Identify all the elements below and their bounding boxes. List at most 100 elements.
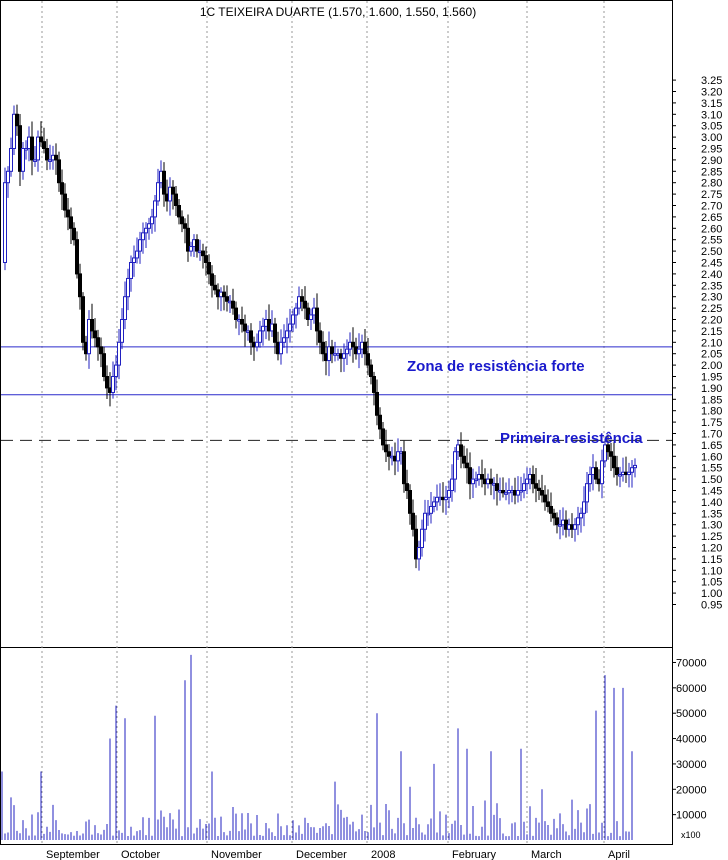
price-tick-label: 1.40 [701,497,722,509]
candle-body [222,291,226,298]
candle-body [111,376,115,393]
candle-body [132,257,136,264]
candle-body [627,471,631,476]
candle-body [531,474,535,485]
candlesticks [3,104,637,571]
candle-body [585,483,589,503]
candle-body [501,490,505,494]
price-tick-label: 1.55 [701,463,722,475]
candle-body [120,319,124,343]
candle-body [594,467,598,480]
candle-body [15,113,19,127]
candle-body [87,319,91,355]
candle-body [450,478,454,492]
price-tick-label: 2.70 [701,201,722,213]
candle-body [54,154,58,161]
candle-body [447,490,451,498]
candle-body [315,307,319,332]
month-label: December [296,849,347,860]
candle-body [60,182,64,195]
candle-body [180,216,184,225]
price-tick-label: 3.15 [701,98,722,110]
candle-body [375,391,379,416]
candle-body [186,227,190,252]
candle-body [36,136,40,161]
candle-body [153,200,157,218]
candle-body [612,455,616,469]
price-axis: 0.951.001.051.101.151.201.251.301.351.40… [672,75,722,612]
price-tick-label: 2.25 [701,303,722,315]
price-tick-label: 3.10 [701,109,722,121]
volume-tick-label: 40000 [676,734,707,746]
candle-body [411,512,415,530]
candle-body [147,223,151,229]
price-tick-label: 1.70 [701,429,722,441]
candle-body [129,262,133,279]
price-tick-label: 1.60 [701,451,722,463]
candle-body [414,528,418,560]
candle-body [162,170,166,195]
price-tick-label: 3.05 [701,121,722,133]
candle-body [258,330,262,343]
candle-body [588,474,592,485]
candle-body [201,250,205,257]
candle-body [105,376,109,389]
candle-body [603,444,607,462]
candle-body [318,330,322,343]
volume-tick-label: 30000 [676,759,707,771]
month-label: April [608,849,630,860]
candle-body [369,364,373,378]
candle-body [273,323,277,343]
candle-body [213,284,217,291]
candle-body [225,296,229,302]
price-tick-label: 3.25 [701,75,722,87]
candle-body [189,246,193,252]
price-tick-label: 1.30 [701,520,722,532]
candle-body [402,451,406,485]
candle-body [126,277,130,298]
candle-body [366,353,370,366]
candle-body [66,209,70,218]
candle-body [321,341,325,355]
price-tick-label: 3.00 [701,132,722,144]
price-tick-label: 0.95 [701,600,722,612]
candle-body [156,182,160,202]
volume-panel-frame [0,647,673,845]
candle-body [300,296,304,302]
candle-body [174,193,178,207]
candle-body [6,170,10,184]
candle-body [330,346,334,355]
candle-body [522,483,526,492]
candle-body [489,478,493,485]
candle-body [99,346,103,355]
candle-body [519,490,523,493]
candle-body [93,330,97,339]
candle-body [234,307,238,321]
candle-body [549,505,553,514]
volume-tick-label: 50000 [676,708,707,720]
candle-body [63,193,67,211]
volume-tick-label: 10000 [676,810,707,822]
candle-body [555,517,559,526]
volume-axis: 10000 20000 30000 40000 50000 60000 70000 [672,657,707,822]
price-tick-label: 1.15 [701,554,722,566]
price-tick-label: 1.75 [701,417,722,429]
candle-body [357,348,361,355]
price-tick-label: 2.35 [701,280,722,292]
candle-body [279,341,283,355]
candle-body [72,227,76,241]
chart-title: 1C TEIXEIRA DUARTE (1.570, 1.600, 1.550,… [200,5,476,19]
candle-body [495,483,499,492]
candle-body [504,492,508,495]
price-tick-label: 2.55 [701,235,722,247]
candle-body [24,148,28,151]
candle-body [183,223,187,229]
candle-body [345,348,349,355]
candle-body [207,262,211,275]
price-tick-label: 2.90 [701,155,722,167]
candle-body [429,505,433,514]
price-tick-label: 1.00 [701,588,722,600]
candle-body [171,186,175,195]
price-tick-label: 1.25 [701,531,722,543]
